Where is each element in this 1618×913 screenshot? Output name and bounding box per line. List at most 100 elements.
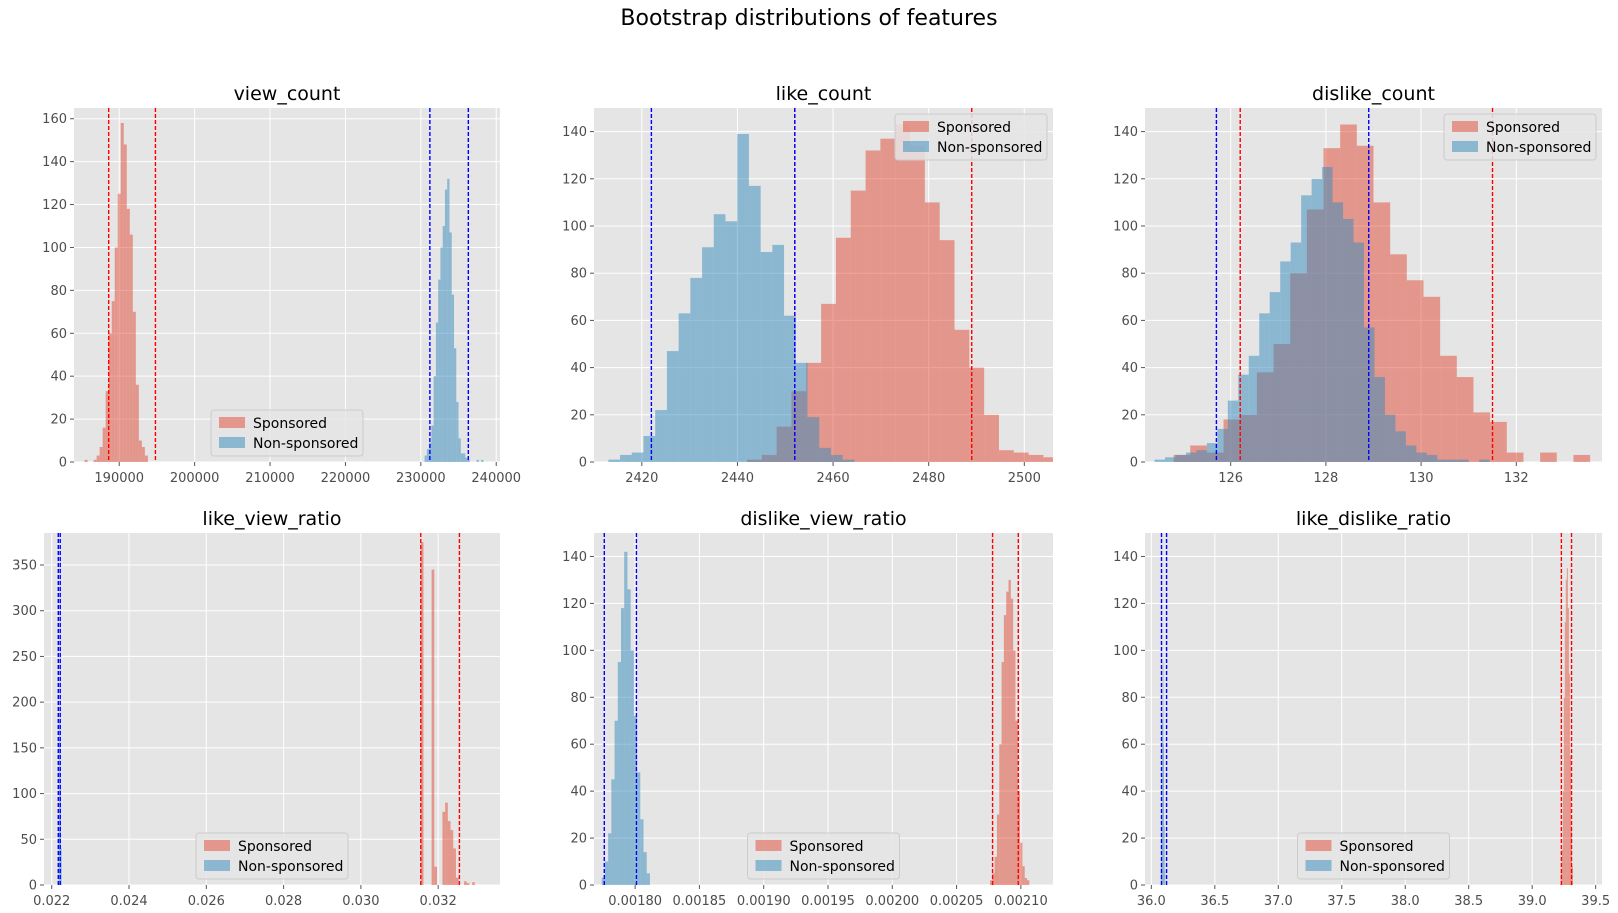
subplot-dislike-view-ratio: 0.00180 0.00185 0.00190 0.00195 0.00200 0.002… [562,508,1053,909]
non-sponsored-legend-swatch [1305,860,1332,871]
y-tick-label: 100 [42,241,67,256]
sponsored-bar [1440,355,1457,462]
sponsored-bar [1003,615,1007,885]
plot-area [1160,533,1573,885]
non-sponsored-bar [617,662,621,885]
non-sponsored-bar [1447,459,1459,462]
non-sponsored-bar [1162,720,1163,885]
legend: Sponsored Non-sponsored [210,409,364,457]
plot-area [84,108,484,462]
legend-label: Non-sponsored [790,859,895,875]
y-tick-label: 100 [1113,644,1138,659]
sponsored-bar [1564,622,1566,885]
sponsored-bar [114,247,118,462]
non-sponsored-bar [737,133,749,462]
non-sponsored-bar [1322,167,1333,462]
non-sponsored-bar [59,720,60,885]
sponsored-bar [1008,579,1011,885]
sponsored-legend-swatch [755,840,782,851]
x-tick-label: 36.0 [1137,894,1166,909]
y-tick-label: 0 [29,879,37,894]
x-tick-label: 130 [1409,471,1434,486]
y-tick-label: 100 [562,644,587,659]
legend-box [1297,832,1450,880]
non-sponsored-bar [725,221,738,462]
y-tick-label: 80 [50,284,67,299]
x-tick-label: 0.032 [420,894,457,909]
sponsored-bar [1022,866,1025,885]
non-sponsored-bar [440,247,443,462]
non-sponsored-bar [646,873,650,885]
subplot-title: like_count [776,83,872,105]
sponsored-bar [1566,568,1568,885]
legend-box [1443,113,1597,161]
non-sponsored-bar [1248,355,1260,462]
sponsored-bar [105,391,109,462]
axes-background [1145,533,1602,885]
non-sponsored-bar [456,401,459,462]
sponsored-bar [1490,421,1507,462]
x-tick-label: 2460 [817,471,850,486]
y-tick-label: 60 [1121,314,1138,329]
x-tick-label: 0.00180 [608,894,662,909]
non-sponsored-legend-swatch [219,437,245,448]
non-sponsored-bar [842,459,855,462]
legend-label: Non-sponsored [1340,859,1445,875]
sponsored-bar [1027,880,1030,885]
non-sponsored-bar [1343,218,1354,462]
y-tick-label: 20 [570,408,587,423]
sponsored-bar [111,301,115,462]
sponsored-bar [117,193,121,462]
sponsored-bar [420,542,424,885]
non-sponsored-bar [1353,242,1364,462]
non-sponsored-bar [633,716,638,885]
non-sponsored-bar [467,459,470,462]
x-tick-label: 128 [1313,471,1338,486]
y-tick-label: 150 [12,741,37,756]
sponsored-bar [850,190,866,462]
sponsored-bar [135,384,139,462]
non-sponsored-bar [465,457,468,462]
sponsored-bar [880,138,896,462]
sponsored-bar [992,873,995,885]
sponsored-bar [1001,662,1004,885]
sponsored-bar [123,144,127,462]
y-tick-label: 60 [50,327,67,342]
sponsored-bar [1010,598,1014,885]
y-tick-label: 300 [12,604,37,619]
non-sponsored-bar [627,589,631,885]
sponsored-bar [447,821,451,885]
non-sponsored-legend-swatch [903,141,929,152]
y-tick-label: 20 [1121,408,1138,423]
sponsored-bar [120,123,124,462]
y-tick-label: 60 [570,314,587,329]
legend-label: Sponsored [253,416,327,432]
sponsored-bar [910,145,925,462]
y-tick-label: 350 [12,559,37,574]
axes-background [74,108,500,462]
x-tick-label: 2500 [1008,471,1041,486]
x-tick-label: 0.00185 [673,894,727,909]
sponsored-bar [1013,650,1016,885]
non-sponsored-bar [481,459,484,462]
sponsored-bar [1423,296,1441,462]
sponsored-bar [102,427,106,462]
x-tick-label: 132 [1504,471,1529,486]
x-tick-label: 220000 [321,471,371,486]
sponsored-bar [93,459,97,462]
non-sponsored-bar [426,449,430,462]
subplot-like-count: 2420 2440 2460 2480 2500 0 20 40 60 80 100 120 140 li… [562,83,1053,486]
non-sponsored-bar [451,294,455,462]
sponsored-bar [821,303,836,462]
non-sponsored-bar [444,189,448,462]
sponsored-legend-swatch [219,417,245,428]
sponsored-bar [138,440,142,462]
non-sponsored-bar [678,313,691,462]
sponsored-bar [1006,591,1009,885]
non-sponsored-bar [454,348,457,462]
y-tick-label: 60 [570,738,587,753]
sponsored-legend-swatch [204,840,230,851]
non-sponsored-bar [1164,826,1165,885]
x-tick-label: 190000 [94,471,144,486]
legend-box [894,113,1048,161]
